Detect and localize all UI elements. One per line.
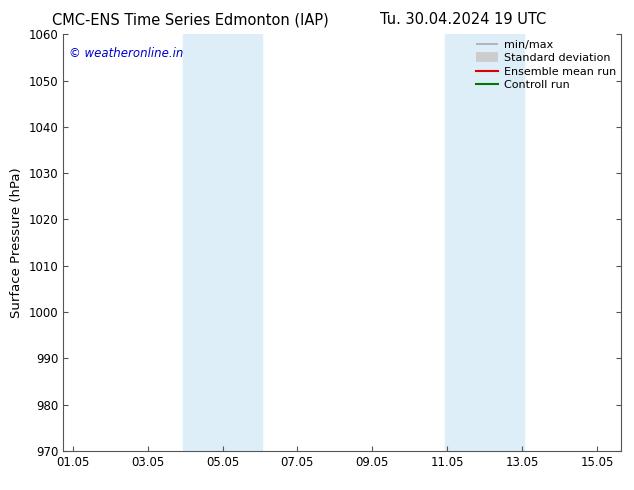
Bar — [183, 34, 262, 451]
Y-axis label: Surface Pressure (hPa): Surface Pressure (hPa) — [10, 167, 23, 318]
Text: © weatheronline.in: © weatheronline.in — [69, 47, 183, 60]
Text: CMC-ENS Time Series Edmonton (IAP): CMC-ENS Time Series Edmonton (IAP) — [52, 12, 328, 27]
Bar — [445, 34, 524, 451]
Text: Tu. 30.04.2024 19 UTC: Tu. 30.04.2024 19 UTC — [380, 12, 546, 27]
Legend: min/max, Standard deviation, Ensemble mean run, Controll run: min/max, Standard deviation, Ensemble me… — [472, 37, 619, 93]
